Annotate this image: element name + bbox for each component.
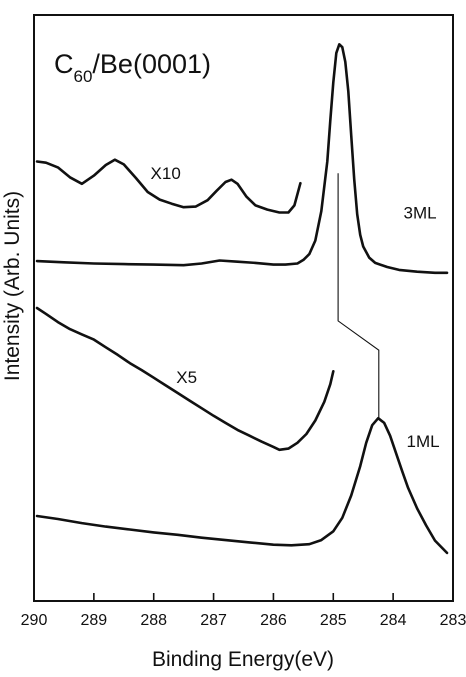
x-tick-label-286: 286 bbox=[260, 612, 287, 629]
series-line-3ml-x10 bbox=[35, 158, 302, 214]
chart-title: C60/Be(0001) bbox=[54, 49, 211, 86]
series-line-1ml bbox=[35, 416, 449, 555]
chart-title-rest: /Be(0001) bbox=[92, 49, 211, 79]
y-axis-title: Intensity (Arb. Units) bbox=[1, 191, 24, 381]
x-tick-label-283: 283 bbox=[440, 612, 466, 629]
x-ticks bbox=[93, 593, 394, 601]
annotation-label-x10: X10 bbox=[151, 164, 181, 183]
x-tick-label-289: 289 bbox=[81, 612, 108, 629]
annotation-layer: X10 3ML X5 1ML bbox=[151, 164, 440, 451]
peak-shift-connector bbox=[337, 173, 380, 420]
x-tick-label-284: 284 bbox=[380, 612, 407, 629]
x-tick-labels: 290 289 288 287 286 285 284 283 bbox=[21, 612, 466, 629]
x-tick-label-288: 288 bbox=[140, 612, 167, 629]
annotation-label-x5: X5 bbox=[176, 368, 197, 387]
chart-title-subscript: 60 bbox=[74, 67, 93, 86]
plot-frame bbox=[33, 14, 454, 602]
x-axis-title: Binding Energy(eV) bbox=[152, 648, 334, 671]
chart-title-main: C bbox=[54, 49, 74, 79]
x-tick-label-285: 285 bbox=[320, 612, 347, 629]
x-tick-label-290: 290 bbox=[21, 612, 48, 629]
annotation-label-1ml: 1ML bbox=[407, 432, 440, 451]
series-layer bbox=[35, 42, 449, 555]
series-line-1ml-x5 bbox=[35, 306, 335, 452]
annotation-label-3ml: 3ML bbox=[404, 203, 437, 222]
peak-connector-layer bbox=[337, 173, 380, 420]
series-line-3ml bbox=[35, 42, 449, 275]
x-tick-label-287: 287 bbox=[200, 612, 227, 629]
